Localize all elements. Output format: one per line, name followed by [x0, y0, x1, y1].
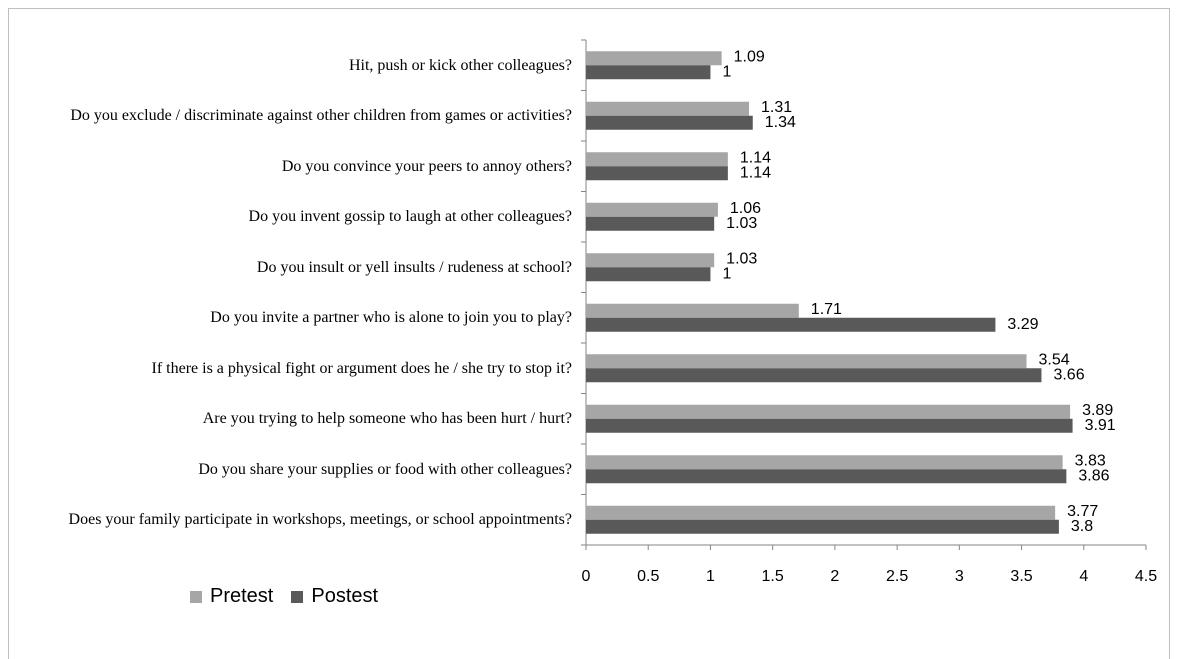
- bar: [586, 51, 722, 66]
- value-label: 3.83: [1075, 452, 1106, 469]
- category-label-box: Do you exclude / discriminate against ot…: [0, 91, 572, 141]
- bar: [586, 303, 799, 318]
- category-label-box: Does your family participate in workshop…: [0, 495, 572, 545]
- category-label: Do you exclude / discriminate against ot…: [70, 107, 572, 125]
- value-label: 3.29: [1007, 316, 1038, 333]
- category-label-box: Are you trying to help someone who has b…: [0, 394, 572, 444]
- value-label: 1.14: [740, 164, 771, 181]
- value-label: 1.06: [730, 200, 761, 217]
- bar: [586, 317, 996, 332]
- x-tick-label: 3: [955, 568, 964, 585]
- value-label: 3.54: [1039, 351, 1070, 368]
- category-label: Does your family participate in workshop…: [68, 511, 572, 529]
- category-label: Are you trying to help someone who has b…: [202, 410, 572, 428]
- value-label: 1: [722, 265, 731, 282]
- chart-border: [8, 8, 1170, 659]
- x-tick-label: 1.5: [762, 568, 784, 585]
- category-label: Do you convince your peers to annoy othe…: [281, 157, 572, 175]
- legend: Pretest Postest: [190, 585, 396, 608]
- bar: [586, 469, 1067, 484]
- bar: [586, 519, 1059, 534]
- category-label: Do you share your supplies or food with …: [198, 460, 572, 478]
- x-tick-label: 4.5: [1135, 568, 1157, 585]
- value-label: 1: [722, 63, 731, 80]
- bar: [586, 202, 718, 217]
- category-label-box: Do you share your supplies or food with …: [0, 444, 572, 494]
- bar: [586, 267, 711, 282]
- value-label: 3.91: [1085, 417, 1116, 434]
- category-label: Hit, push or kick other colleagues?: [348, 56, 572, 74]
- category-label: Do you insult or yell insults / rudeness…: [256, 258, 572, 276]
- x-tick-label: 2: [830, 568, 839, 585]
- value-label: 3.66: [1053, 366, 1084, 383]
- value-label: 1.34: [765, 114, 796, 131]
- x-tick-label: 4: [1079, 568, 1088, 585]
- bar: [586, 101, 750, 116]
- bar: [586, 418, 1073, 433]
- bar: [586, 166, 728, 181]
- value-label: 1.31: [761, 99, 792, 116]
- bar: [586, 354, 1027, 369]
- category-label-box: Do you convince your peers to annoy othe…: [0, 141, 572, 191]
- legend-label: Pretest: [210, 585, 274, 607]
- bar: [586, 216, 715, 231]
- legend-label: Postest: [311, 585, 379, 607]
- category-label: Do you invite a partner who is alone to …: [210, 309, 572, 327]
- bar: [586, 152, 728, 167]
- x-tick-label: 0: [582, 568, 591, 585]
- x-tick-label: 0.5: [637, 568, 659, 585]
- legend-swatch: [291, 590, 304, 603]
- value-label: 1.14: [740, 149, 771, 166]
- value-label: 1.09: [734, 48, 765, 65]
- value-label: 1.03: [726, 250, 757, 267]
- category-label: If there is a physical fight or argument…: [151, 359, 573, 377]
- bar: [586, 253, 715, 268]
- bar: [586, 115, 753, 130]
- value-label: 3.86: [1078, 467, 1109, 484]
- legend-swatch: [190, 590, 202, 603]
- value-label: 3.8: [1071, 518, 1093, 535]
- bar: [586, 65, 711, 80]
- value-label: 3.77: [1067, 503, 1098, 520]
- category-label: Do you invent gossip to laugh at other c…: [248, 208, 572, 226]
- category-label-box: If there is a physical fight or argument…: [0, 343, 573, 393]
- x-tick-label: 1: [706, 568, 715, 585]
- x-tick-label: 2.5: [886, 568, 908, 585]
- legend-item: Postest: [291, 585, 378, 608]
- category-label-box: Do you invent gossip to laugh at other c…: [0, 192, 572, 242]
- category-label-box: Do you invite a partner who is alone to …: [0, 293, 572, 343]
- value-label: 1.03: [726, 215, 757, 232]
- bar: [586, 455, 1063, 470]
- category-label-box: Hit, push or kick other colleagues?: [0, 40, 572, 90]
- legend-item: Pretest: [190, 585, 273, 608]
- category-label-box: Do you insult or yell insults / rudeness…: [0, 242, 572, 292]
- bar: [586, 368, 1042, 383]
- x-tick-label: 3.5: [1010, 568, 1032, 585]
- bar: [586, 404, 1071, 419]
- value-label: 3.89: [1082, 402, 1113, 419]
- bar: [586, 505, 1056, 520]
- value-label: 1.71: [811, 301, 842, 318]
